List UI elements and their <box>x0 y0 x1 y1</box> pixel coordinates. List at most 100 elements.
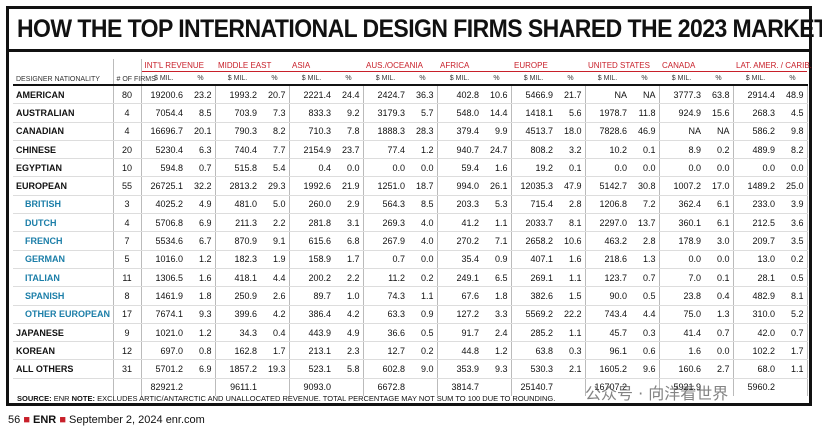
revenue: 790.3 <box>215 122 260 141</box>
revenue: 833.3 <box>289 103 334 123</box>
revenue: 123.7 <box>585 268 631 288</box>
revenue: 1978.7 <box>585 103 631 123</box>
share: 0.2 <box>408 341 438 361</box>
revenue: 96.1 <box>585 341 631 361</box>
firm-count: 7 <box>112 231 142 251</box>
share: 0.0 <box>408 250 438 269</box>
revenue: 463.2 <box>585 231 631 251</box>
revenue: 443.9 <box>289 323 334 343</box>
share: 1.8 <box>482 286 512 306</box>
region-header: EUROPE <box>511 59 586 72</box>
totals-row: 82921.2 9611.1 9093.0 6672.8 3814.7 25140.7 16… <box>13 378 808 397</box>
revenue: 564.3 <box>363 195 409 215</box>
revenue: 402.8 <box>437 85 483 105</box>
share: 0.0 <box>704 341 734 361</box>
share: 46.9 <box>630 122 660 141</box>
share: 9.9 <box>482 122 512 141</box>
table-row: OTHER EUROPEAN 17 7674.1 9.3 399.6 4.2 386.4 4.… <box>13 305 808 324</box>
share: 0.8 <box>186 341 216 361</box>
share: 8.5 <box>408 195 438 215</box>
revenue: 12.7 <box>363 341 409 361</box>
subheader-row: $ MIL.% $ MIL.% $ MIL.% $ MIL.% $ MIL.% $ MIL… <box>13 71 808 86</box>
revenue: 218.6 <box>585 250 631 269</box>
revenue: 407.1 <box>511 250 557 269</box>
share: 13.7 <box>630 213 660 233</box>
share: 24.7 <box>482 140 512 160</box>
revenue: 1489.2 <box>733 176 779 196</box>
revenue: 523.1 <box>289 359 334 379</box>
revenue: 594.8 <box>141 158 186 178</box>
table-row: JAPANESE 9 1021.0 1.2 34.3 0.4 443.9 4.9 36.6 0.5… <box>13 323 808 343</box>
share: 2.4 <box>482 323 512 343</box>
revenue: 233.0 <box>733 195 779 215</box>
share: 0.6 <box>630 341 660 361</box>
revenue: 0.0 <box>659 158 705 178</box>
share: 2.1 <box>556 359 586 379</box>
revenue: 1418.1 <box>511 103 557 123</box>
share: 0.3 <box>630 323 660 343</box>
firm-count: 9 <box>112 323 142 343</box>
share: 0.5 <box>630 286 660 306</box>
subheader: % <box>778 71 808 86</box>
revenue: 5534.6 <box>141 231 186 251</box>
revenue: 1251.0 <box>363 176 409 196</box>
share: 0.0 <box>778 158 808 178</box>
total: 82921.2 <box>150 382 183 393</box>
revenue: 28.1 <box>733 268 779 288</box>
share: 6.9 <box>186 213 216 233</box>
share: 30.8 <box>630 176 660 196</box>
revenue: 3777.3 <box>659 85 705 105</box>
revenue: 2297.0 <box>585 213 631 233</box>
revenue: 41.2 <box>437 213 483 233</box>
revenue: 260.0 <box>289 195 334 215</box>
revenue: 16696.7 <box>141 122 186 141</box>
share: 1.1 <box>556 268 586 288</box>
revenue: 2914.4 <box>733 85 779 105</box>
table-frame: HOW THE TOP INTERNATIONAL DESIGN FIRMS S… <box>6 6 822 406</box>
share: 8.1 <box>556 213 586 233</box>
revenue: 5701.2 <box>141 359 186 379</box>
share: 8.2 <box>260 122 290 141</box>
table-row: GERMAN 5 1016.0 1.2 182.3 1.9 158.9 1.7 0.7 0.0 35… <box>13 250 808 269</box>
blank <box>556 378 586 397</box>
revenue: 481.0 <box>215 195 260 215</box>
share: 1.6 <box>556 250 586 269</box>
revenue: 23.8 <box>659 286 705 306</box>
share: 11.8 <box>630 103 660 123</box>
share: 0.2 <box>704 140 734 160</box>
revenue: 924.9 <box>659 103 705 123</box>
revenue: 200.2 <box>289 268 334 288</box>
share: 2.2 <box>334 268 364 288</box>
region-header: ASIA <box>289 59 364 72</box>
subheader: $ MIL. <box>289 71 334 86</box>
title-rule <box>9 49 809 52</box>
revenue: 77.4 <box>363 140 409 160</box>
share: 20.1 <box>186 122 216 141</box>
table-row: AMERICAN 80 19200.6 23.2 1993.2 20.7 2221.4 24.… <box>13 85 808 105</box>
revenue: 209.7 <box>733 231 779 251</box>
subheader: % <box>630 71 660 86</box>
note-label: NOTE: <box>71 394 95 403</box>
revenue: 697.0 <box>141 341 186 361</box>
nationality: CHINESE <box>13 140 113 160</box>
share: 1.0 <box>334 286 364 306</box>
separator: ■ <box>59 414 66 426</box>
share: 0.0 <box>630 158 660 178</box>
subheader: % <box>482 71 512 86</box>
revenue: 1016.0 <box>141 250 186 269</box>
revenue: 994.0 <box>437 176 483 196</box>
blank <box>260 378 290 397</box>
share: 18.0 <box>556 122 586 141</box>
firm-count: 4 <box>112 213 142 233</box>
share: 7.8 <box>334 122 364 141</box>
revenue: 1993.2 <box>215 85 260 105</box>
share: 6.1 <box>704 213 734 233</box>
share: 9.8 <box>778 122 808 141</box>
share: 0.5 <box>408 323 438 343</box>
revenue: 362.4 <box>659 195 705 215</box>
revenue: 4513.7 <box>511 122 557 141</box>
revenue: 102.2 <box>733 341 779 361</box>
share: 0.9 <box>408 305 438 324</box>
share: 5.8 <box>334 359 364 379</box>
